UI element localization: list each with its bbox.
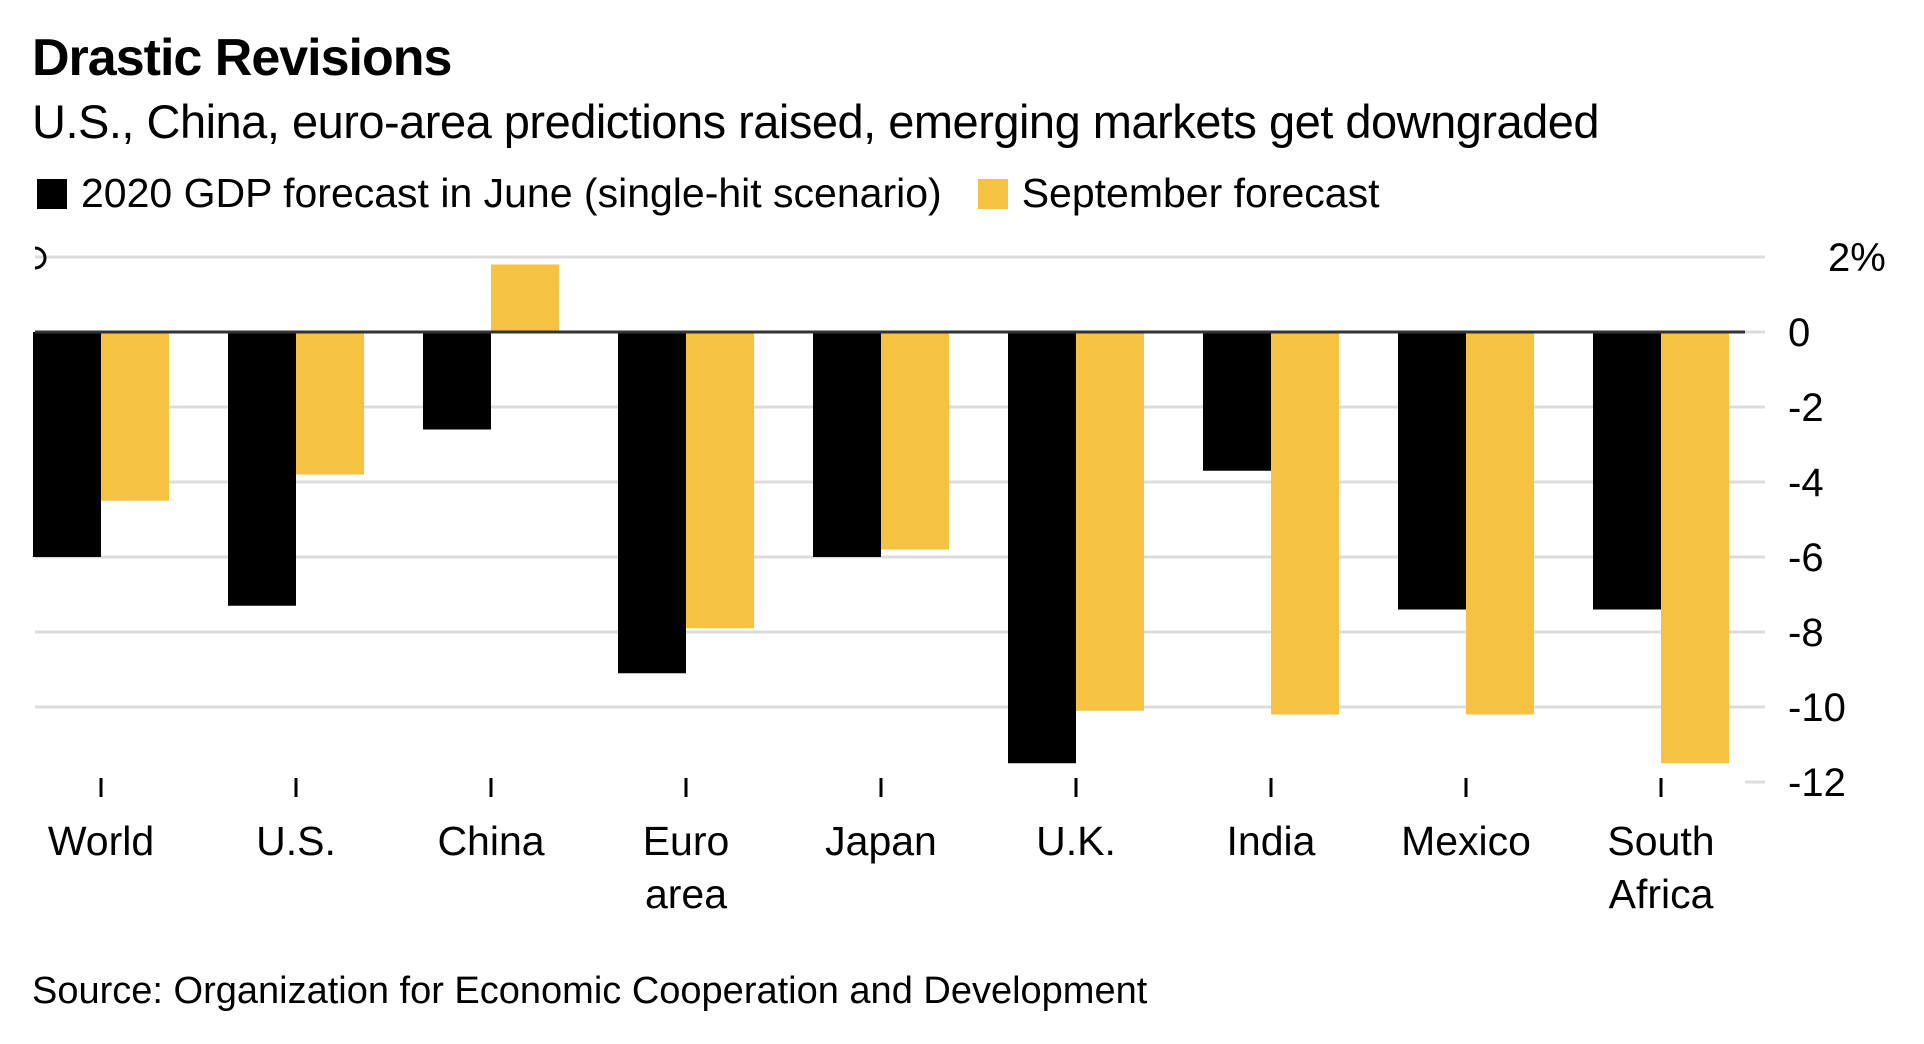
chart-subtitle: U.S., China, euro-area predictions raise…	[32, 95, 1600, 148]
bar-september	[296, 332, 364, 475]
bar-june	[33, 332, 101, 557]
legend-swatch-september	[977, 178, 1008, 209]
x-tick-label: U.K.	[1036, 818, 1116, 864]
legend-label-june: 2020 GDP forecast in June (single-hit sc…	[81, 170, 942, 216]
y-tick-label: -8	[1788, 611, 1824, 655]
x-tick-label-line: India	[1227, 818, 1316, 864]
y-tick-label: -6	[1788, 536, 1824, 580]
bar-september	[491, 264, 559, 332]
x-tick-label: India	[1227, 818, 1316, 864]
x-tick-label: Japan	[825, 818, 937, 864]
bars	[33, 264, 1729, 764]
bar-september	[686, 332, 754, 629]
y-tick-label: 2%	[1828, 236, 1886, 280]
bar-june	[1008, 332, 1076, 764]
x-tick-label-line: China	[437, 818, 544, 864]
x-tick-label: China	[437, 818, 544, 864]
bar-june	[618, 332, 686, 674]
x-tick-label-line: U.K.	[1036, 818, 1116, 864]
bar-june	[1203, 332, 1271, 471]
x-tick-label-line: Euro	[643, 818, 730, 864]
bar-september	[1466, 332, 1534, 715]
bar-september	[881, 332, 949, 550]
x-tick-label-line: Africa	[1609, 871, 1714, 917]
bar-june	[423, 332, 491, 430]
axis-clip-marker	[34, 246, 47, 270]
bar-june	[1593, 332, 1661, 610]
x-tick-label: South Africa	[1607, 818, 1714, 917]
x-tick-label-line: World	[48, 818, 154, 864]
x-tick-label-line: South	[1607, 818, 1714, 864]
y-axis: 2% 0 -2 -4 -6 -8 -10 -12	[1788, 236, 1886, 805]
bar-september	[1661, 332, 1729, 764]
chart-title: Drastic Revisions	[32, 29, 452, 87]
x-tick-label: World	[48, 818, 154, 864]
legend-item-september: September forecast	[977, 170, 1380, 217]
bar-june	[228, 332, 296, 606]
x-tick-label-line: U.S.	[256, 818, 336, 864]
y-tick-label: 0	[1788, 311, 1810, 355]
bar-september	[1076, 332, 1144, 711]
bar-september	[1271, 332, 1339, 715]
y-tick-label: -12	[1788, 761, 1846, 805]
x-tick-label: U.S.	[256, 818, 336, 864]
bar-june	[813, 332, 881, 557]
bar-june	[1398, 332, 1466, 610]
x-tick-label-line: Mexico	[1401, 818, 1531, 864]
y-tick-label: -10	[1788, 686, 1846, 730]
x-axis: World U.S. China Euro area Japan U.K. India Mexi…	[48, 778, 1715, 917]
bar-september	[101, 332, 169, 501]
legend-swatch-june	[37, 178, 67, 209]
x-tick-label-line: area	[645, 871, 727, 917]
zero-line	[34, 246, 1745, 334]
legend-label-september: September forecast	[1021, 170, 1380, 216]
legend: 2020 GDP forecast in June (single-hit sc…	[37, 170, 1415, 217]
x-tick-label: Mexico	[1401, 818, 1531, 864]
source-note: Source: Organization for Economic Cooper…	[32, 970, 1148, 1012]
legend-item-june: 2020 GDP forecast in June (single-hit sc…	[37, 170, 942, 217]
y-tick-label: -2	[1788, 386, 1824, 430]
y-tick-label: -4	[1788, 461, 1824, 505]
x-tick-label-line: Japan	[825, 818, 937, 864]
x-tick-label: Euro area	[643, 818, 730, 917]
